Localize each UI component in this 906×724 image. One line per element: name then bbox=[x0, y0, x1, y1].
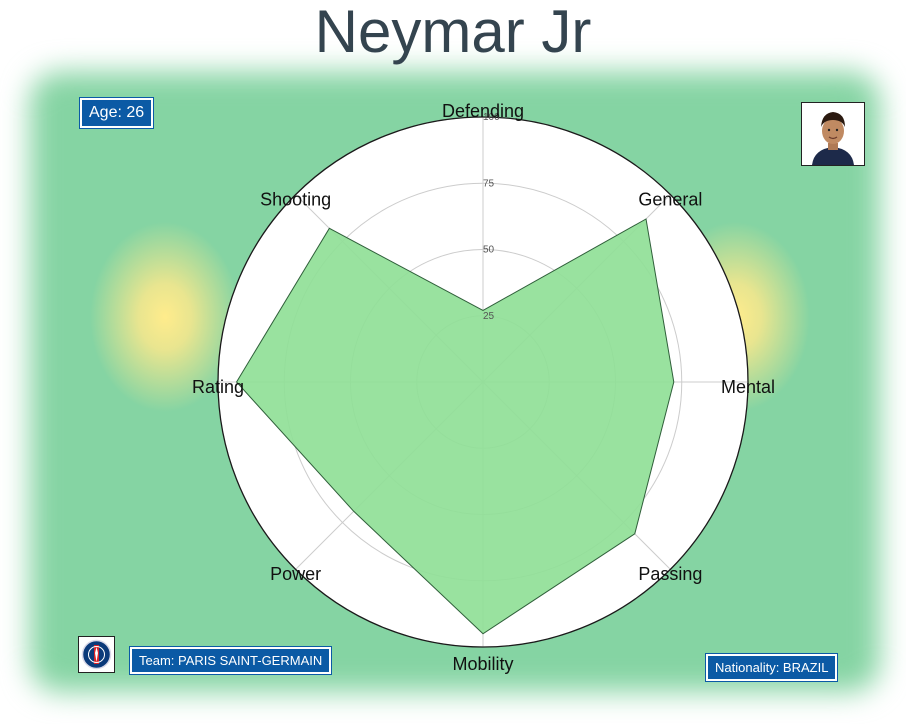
radar-category-label: Shooting bbox=[260, 189, 331, 209]
radar-r-tick-label: 25 bbox=[483, 311, 495, 322]
radar-r-tick-label: 100 bbox=[483, 112, 500, 123]
radar-category-label: Mobility bbox=[452, 654, 513, 674]
radar-r-tick-label: 50 bbox=[483, 245, 495, 256]
radar-category-label: Defending bbox=[442, 101, 524, 121]
radar-category-label: Rating bbox=[192, 377, 244, 397]
radar-category-label: Power bbox=[270, 564, 321, 584]
club-crest-icon bbox=[81, 639, 112, 670]
radar-outer-border bbox=[217, 116, 749, 648]
player-name-title: Neymar Jr bbox=[314, 0, 592, 65]
player-photo-image bbox=[802, 103, 864, 165]
radar-category-label: Mental bbox=[721, 377, 775, 397]
age-badge: Age: 26 bbox=[80, 98, 154, 128]
radar-category-label: General bbox=[638, 189, 702, 209]
player-photo bbox=[801, 102, 865, 166]
team-badge: Team: PARIS SAINT-GERMAIN bbox=[130, 647, 332, 674]
radar-r-tick-label: 75 bbox=[483, 178, 495, 189]
left-glow bbox=[90, 222, 240, 412]
nationality-badge: Nationality: BRAZIL bbox=[706, 654, 838, 681]
radar-category-label: Passing bbox=[638, 564, 702, 584]
club-logo bbox=[78, 636, 115, 673]
